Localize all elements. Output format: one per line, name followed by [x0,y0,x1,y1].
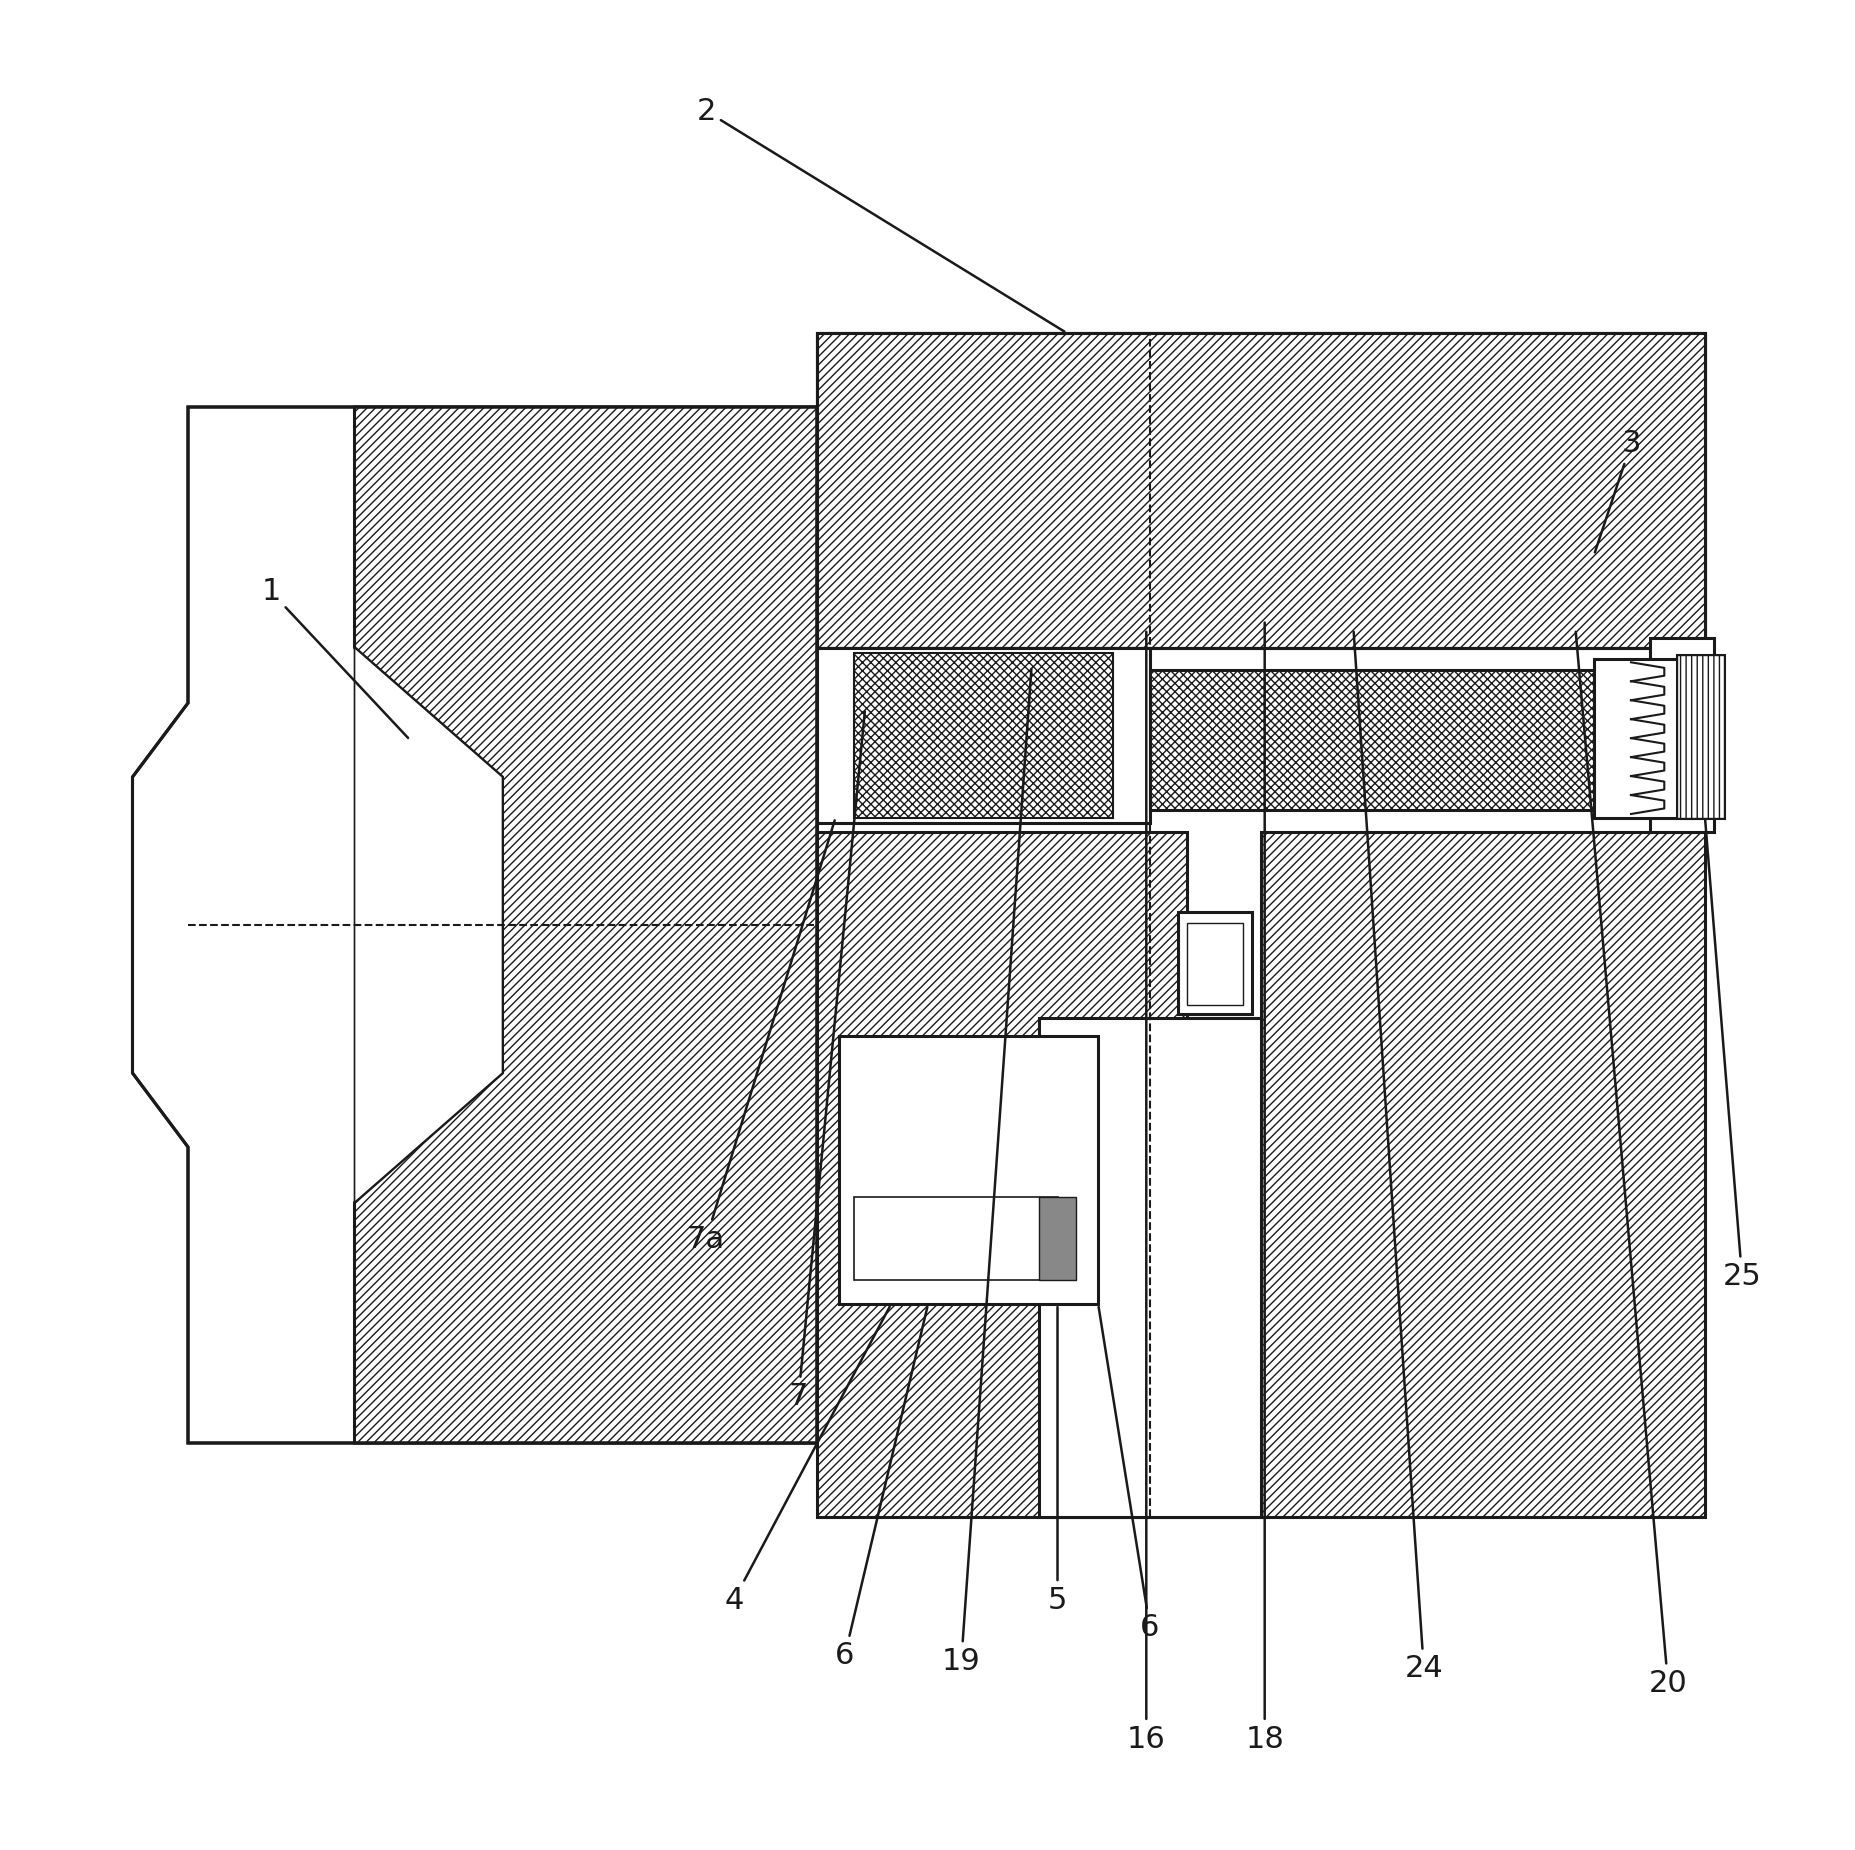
Bar [853,1197,1057,1280]
Text: 3: 3 [1593,429,1640,553]
Bar [853,653,1113,818]
Text: 19: 19 [942,668,1031,1676]
Text: 24: 24 [1352,631,1443,1684]
Bar [1187,923,1241,1005]
Text: 7a: 7a [686,820,835,1254]
Text: 18: 18 [1245,623,1284,1754]
Text: 25: 25 [1705,820,1760,1291]
Text: 5: 5 [1048,1306,1067,1615]
Text: 1: 1 [262,577,408,738]
Polygon shape [354,407,816,1443]
Text: 20: 20 [1575,631,1686,1698]
Text: 4: 4 [723,1306,889,1615]
Text: 2: 2 [696,96,1063,331]
Polygon shape [132,407,816,1443]
Bar [816,333,1705,648]
Bar [838,1036,1098,1304]
Bar [816,333,1705,648]
Bar [1677,655,1723,818]
Text: 6: 6 [835,1306,928,1671]
Text: 16: 16 [1126,633,1165,1754]
Bar [1677,655,1723,818]
Polygon shape [354,648,503,1202]
Bar [1593,659,1705,818]
Bar [1150,670,1593,810]
Polygon shape [816,333,1705,1517]
Text: 7: 7 [788,710,864,1412]
Text: 6: 6 [1098,1306,1159,1643]
Bar [1178,912,1250,1014]
Bar [1649,638,1714,832]
Polygon shape [816,648,1705,1018]
Bar [1039,1197,1076,1280]
Bar [816,648,1150,823]
Polygon shape [1039,1018,1260,1517]
